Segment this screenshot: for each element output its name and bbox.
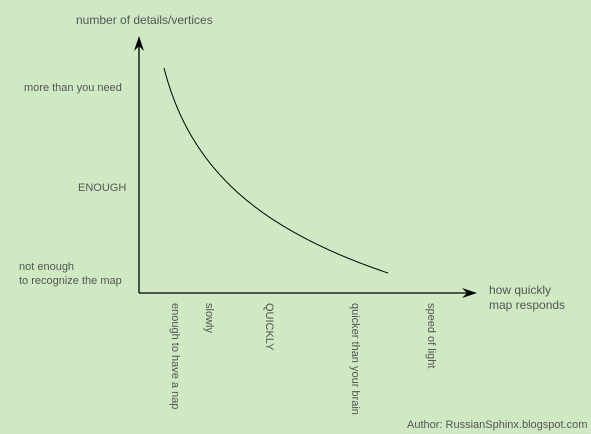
author-credit: Author: RussianSphinx.blogspot.com xyxy=(407,419,588,431)
x-axis-arrowhead xyxy=(462,288,477,298)
y-label-enough: ENOUGH xyxy=(78,182,127,194)
x-label-quickly: QUICKLY xyxy=(263,303,275,351)
x-label-enough-to-have-a-nap: enough to have a nap xyxy=(169,303,181,410)
x-label-speed-of-light: speed of light xyxy=(425,303,437,369)
y-label-more-than-you-need: more than you need xyxy=(24,82,122,94)
x-axis-title-line2: map responds xyxy=(489,298,566,312)
y-label-not-enough: not enough xyxy=(19,261,75,273)
tradeoff-curve xyxy=(163,67,389,274)
x-axis-title-line1: how quickly xyxy=(489,283,552,297)
y-axis-title: number of details/vertices xyxy=(76,13,213,27)
y-axis-arrowhead xyxy=(134,36,144,51)
y-label-to-recognize: to recognize the map xyxy=(19,275,122,287)
x-label-quicker-than-your-brain: quicker than your brain xyxy=(349,303,361,415)
x-label-slowly: slowly xyxy=(203,303,215,333)
